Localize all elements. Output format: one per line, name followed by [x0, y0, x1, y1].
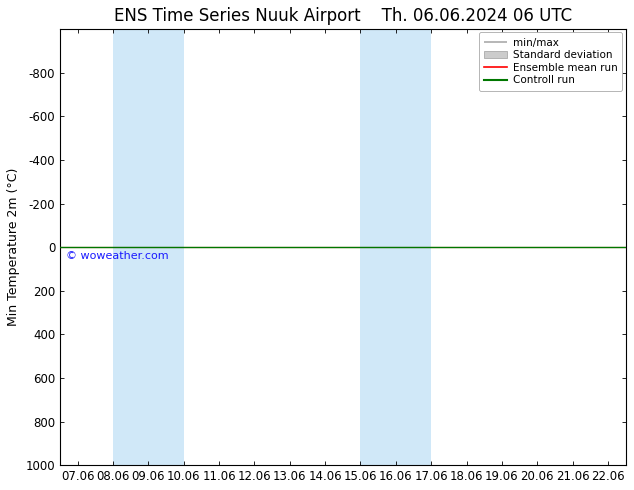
- Legend: min/max, Standard deviation, Ensemble mean run, Controll run: min/max, Standard deviation, Ensemble me…: [479, 32, 623, 91]
- Bar: [361, 29, 431, 465]
- Bar: [113, 29, 184, 465]
- Text: © woweather.com: © woweather.com: [66, 251, 168, 261]
- Title: ENS Time Series Nuuk Airport    Th. 06.06.2024 06 UTC: ENS Time Series Nuuk Airport Th. 06.06.2…: [113, 7, 572, 25]
- Y-axis label: Min Temperature 2m (°C): Min Temperature 2m (°C): [7, 168, 20, 326]
